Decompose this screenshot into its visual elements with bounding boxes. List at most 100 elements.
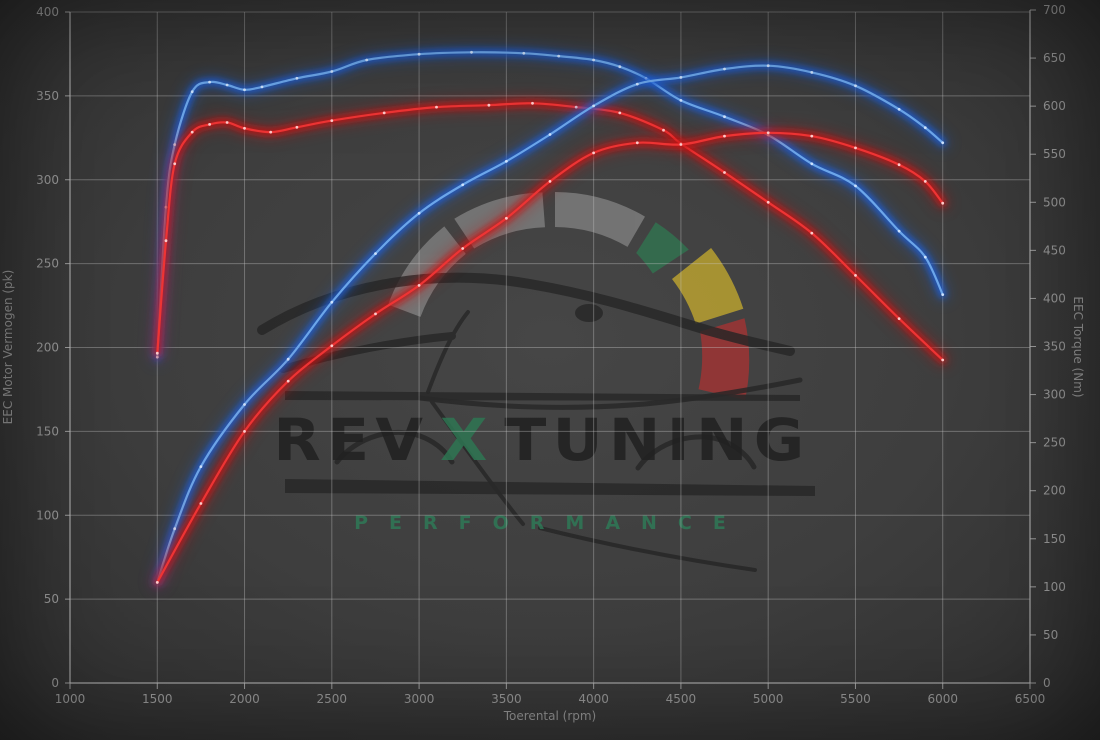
- curve-blue_power_pk-marker: [173, 527, 177, 531]
- curve-red_power_pk-marker: [417, 284, 421, 287]
- curve-blue_power_pk-marker: [374, 252, 377, 256]
- curve-red_torque_nm-marker: [854, 274, 857, 277]
- curve-blue_torque_nm-marker: [810, 162, 814, 166]
- curve-blue_power_pk-marker: [810, 71, 814, 74]
- x-tick-label: 6500: [1015, 692, 1046, 706]
- curve-red_torque_nm-marker: [190, 130, 194, 134]
- x-tick-label: 5000: [753, 692, 784, 706]
- curve-blue_torque_nm-marker: [592, 58, 595, 62]
- curve-red_power_pk-marker: [635, 141, 639, 145]
- curve-red_power_pk-marker: [505, 216, 508, 220]
- curve-blue_power_pk-marker: [592, 104, 595, 108]
- y-right-tick-label: 300: [1043, 388, 1066, 402]
- curve-red_torque_nm-marker: [941, 358, 945, 362]
- y-left-tick-label: 0: [51, 676, 59, 690]
- y-left-tick-label: 400: [36, 5, 59, 19]
- gauge-arc-yellow-segment: [672, 248, 744, 324]
- curve-blue_torque_nm-marker: [190, 90, 194, 94]
- curve-blue_power_pk-marker: [723, 67, 726, 71]
- y-right-tick-label: 700: [1043, 3, 1066, 17]
- curve-blue_torque_nm-marker: [854, 184, 857, 188]
- curve-red_power_pk: [156, 131, 944, 584]
- x-tick-label: 2500: [317, 692, 348, 706]
- y-right-tick-label: 250: [1043, 436, 1066, 450]
- curve-red_torque_nm-marker: [225, 121, 229, 124]
- y-right-tick-label: 400: [1043, 291, 1066, 305]
- y-right-tick-label: 600: [1043, 99, 1066, 113]
- curve-blue_torque_nm-marker: [557, 54, 561, 58]
- y-left-tick-label: 100: [36, 508, 59, 522]
- curve-blue_power_pk: [156, 64, 944, 584]
- gauge-arc: [257, 192, 815, 572]
- curve-red_power_pk-marker: [155, 581, 159, 584]
- curve-blue_power_pk-marker: [330, 300, 334, 304]
- curve-red_torque_nm-marker: [810, 231, 814, 235]
- curve-red_torque_nm-marker: [618, 111, 622, 115]
- axes: [65, 9, 1036, 689]
- curve-blue_torque_nm-marker: [679, 99, 683, 102]
- curve-red_power_pk-marker: [330, 344, 334, 348]
- curve-red_torque_nm-marker: [897, 317, 901, 320]
- curve-blue_torque_nm-marker: [618, 65, 622, 69]
- y-right-tick-label: 0: [1043, 676, 1051, 690]
- curve-blue_torque_nm-marker: [225, 83, 229, 87]
- curve-red_torque_nm-marker: [208, 123, 212, 126]
- curve-red_power_pk-marker: [923, 180, 927, 183]
- brand-x-icon: X: [439, 406, 494, 474]
- curve-blue_power_pk-marker: [854, 84, 857, 88]
- curve-red_torque_nm-marker: [662, 128, 665, 132]
- curve-red_torque_nm-marker: [243, 126, 246, 130]
- curve-red_power_pk-marker: [592, 151, 595, 155]
- x-tick-label: 3500: [491, 692, 522, 706]
- curve-red_power_pk-marker: [199, 502, 203, 505]
- curve-red_power_pk-marker: [679, 143, 683, 146]
- curve-blue_power_pk-marker: [635, 82, 639, 86]
- curve-blue_power_pk-marker: [461, 183, 465, 187]
- curve-red_torque_nm-marker: [330, 119, 334, 122]
- y-right-tick-label: 650: [1043, 51, 1066, 65]
- y-right-tick-label: 50: [1043, 628, 1058, 642]
- y-right-tick-label: 550: [1043, 147, 1066, 161]
- curve-blue_torque_nm-marker: [941, 293, 945, 296]
- y-right-axis-title: EEC Torque (Nm): [1071, 296, 1085, 398]
- curve-red_power_pk-marker: [548, 180, 552, 183]
- curve-blue_torque_nm-marker: [923, 255, 927, 259]
- x-tick-label: 1000: [55, 692, 86, 706]
- y-right-tick-label: 200: [1043, 484, 1066, 498]
- curve-red_power_pk-marker: [374, 312, 377, 316]
- curve-blue_power_pk-marker: [286, 357, 290, 361]
- curve-blue_power_pk-marker: [766, 64, 770, 68]
- curve-red_power_pk-marker: [766, 131, 770, 135]
- y-left-tick-label: 150: [36, 424, 59, 438]
- y-left-tick-label: 250: [36, 257, 59, 271]
- watermark-subtitle: PERFORMANCE: [354, 512, 747, 534]
- curve-blue_torque_nm-marker: [260, 85, 264, 89]
- curve-red_torque_nm-marker: [574, 105, 578, 109]
- curve-red_power_pk-marker: [854, 146, 857, 150]
- curve-blue_power_pk-marker: [941, 141, 945, 145]
- curve-blue_torque_nm-marker: [897, 229, 901, 233]
- y-left-tick-label: 350: [36, 89, 59, 103]
- curve-red_torque_nm-marker: [766, 200, 770, 204]
- y-left-tick-label: 50: [44, 592, 59, 606]
- curve-red_torque_nm-marker: [531, 101, 534, 105]
- x-tick-label: 2000: [229, 692, 260, 706]
- curves: [150, 45, 950, 589]
- curve-red_torque_nm-marker: [269, 130, 273, 134]
- y-left-tick-label: 200: [36, 341, 59, 355]
- y-right-tick-label: 150: [1043, 532, 1066, 546]
- curve-red_torque_nm-marker: [295, 125, 299, 129]
- curve-blue_power_pk-marker: [679, 76, 683, 79]
- x-tick-label: 4500: [666, 692, 697, 706]
- logo-swoosh-bottom: [285, 479, 815, 496]
- y-right-tick-label: 100: [1043, 580, 1066, 594]
- curve-red_power_pk-marker: [286, 379, 290, 383]
- curve-blue_torque_nm-marker: [470, 50, 473, 54]
- curve-blue_torque_nm-marker: [243, 88, 246, 92]
- curve-red_power_pk-marker: [723, 134, 726, 138]
- watermark-brand: REV X TUNING: [0, 406, 1100, 474]
- gauge-arc-green-segment: [636, 222, 689, 274]
